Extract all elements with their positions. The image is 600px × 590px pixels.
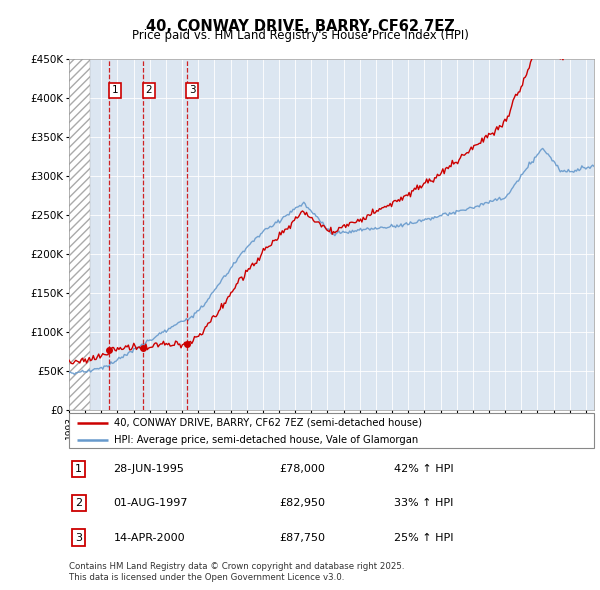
Text: HPI: Average price, semi-detached house, Vale of Glamorgan: HPI: Average price, semi-detached house,…: [113, 435, 418, 444]
Bar: [69, 59, 90, 410]
Text: 2: 2: [76, 498, 82, 508]
Text: 2: 2: [145, 85, 152, 95]
Text: 3: 3: [76, 533, 82, 543]
Text: £82,950: £82,950: [279, 498, 325, 508]
Text: 28-JUN-1995: 28-JUN-1995: [113, 464, 185, 474]
Text: 42% ↑ HPI: 42% ↑ HPI: [395, 464, 454, 474]
Text: Contains HM Land Registry data © Crown copyright and database right 2025.
This d: Contains HM Land Registry data © Crown c…: [69, 562, 404, 582]
Text: £78,000: £78,000: [279, 464, 325, 474]
Text: Price paid vs. HM Land Registry's House Price Index (HPI): Price paid vs. HM Land Registry's House …: [131, 30, 469, 42]
Text: 1: 1: [76, 464, 82, 474]
Text: 1: 1: [112, 85, 118, 95]
Text: 14-APR-2000: 14-APR-2000: [113, 533, 185, 543]
Text: £87,750: £87,750: [279, 533, 325, 543]
Text: 25% ↑ HPI: 25% ↑ HPI: [395, 533, 454, 543]
Text: 40, CONWAY DRIVE, BARRY, CF62 7EZ (semi-detached house): 40, CONWAY DRIVE, BARRY, CF62 7EZ (semi-…: [113, 418, 422, 428]
Text: 3: 3: [189, 85, 196, 95]
Text: 01-AUG-1997: 01-AUG-1997: [113, 498, 188, 508]
Text: 40, CONWAY DRIVE, BARRY, CF62 7EZ: 40, CONWAY DRIVE, BARRY, CF62 7EZ: [146, 19, 454, 34]
FancyBboxPatch shape: [69, 413, 594, 448]
Text: 33% ↑ HPI: 33% ↑ HPI: [395, 498, 454, 508]
